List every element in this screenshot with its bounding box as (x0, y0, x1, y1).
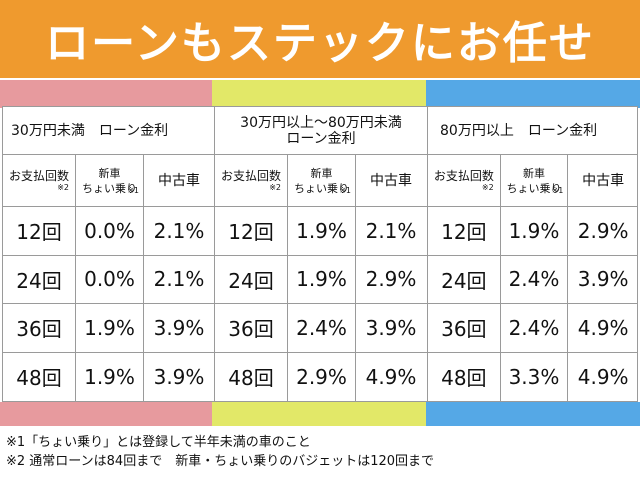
table-row: 48回 1.9% 3.9% (3, 352, 214, 401)
col-label: 新車 ちょい乗り (506, 166, 562, 195)
col-note: ※2 (269, 182, 281, 192)
cell-count: 48回 (441, 366, 487, 391)
col-note: ※1 (551, 186, 564, 195)
cell-new-rate: 1.9% (75, 304, 143, 352)
rate-group-30-to-80: 30万円以上～80万円未満 ローン金利 お支払回数 ※2 新車 ちょい乗り ※1… (214, 107, 427, 401)
col-payment-count: お支払回数 ※2 (428, 155, 500, 206)
col-used-car: 中古車 (355, 155, 426, 206)
footnote-2: ※2 通常ローンは84回まで 新車・ちょい乗りのバジェットは120回まで (6, 454, 435, 469)
col-note: ※1 (339, 186, 351, 195)
cell-count: 12回 (228, 220, 274, 245)
cell-count: 24回 (441, 268, 487, 293)
cell-used-rate: 3.9% (567, 255, 638, 303)
col-label: お支払回数 (8, 168, 69, 183)
table-row: 36回 1.9% 3.9% (3, 304, 214, 353)
cell-count: 36回 (228, 317, 274, 342)
col-note: ※1 (127, 186, 139, 195)
cell-used-rate: 3.9% (143, 352, 214, 401)
cell-used-rate: 4.9% (355, 352, 426, 401)
table-row: 48回 3.3% 4.9% (428, 352, 638, 401)
cell-used-rate: 2.1% (143, 207, 214, 255)
cell-count: 48回 (16, 366, 62, 391)
cell-used-rate: 4.9% (567, 304, 638, 352)
group2-top-stripe (212, 80, 426, 108)
cell-new-rate: 1.9% (75, 352, 143, 401)
rate-rows: 12回 1.9% 2.1% 24回 1.9% 2.9% 36回 2.4% 3.9… (215, 207, 427, 401)
col-new-car: 新車 ちょい乗り ※1 (499, 155, 568, 206)
group1-top-stripe (0, 80, 212, 108)
footnotes: ※1「ちょい乗り」とは登録して半年未満の車のこと ※2 通常ローンは84回まで … (6, 433, 636, 471)
rate-group-80-plus: 80万円以上 ローン金利 お支払回数 ※2 新車 ちょい乗り ※1 中古車 12… (427, 107, 638, 401)
cell-new-rate: 2.9% (287, 352, 355, 401)
col-used-car: 中古車 (143, 155, 214, 206)
col-label: お支払回数 (220, 168, 281, 183)
column-headers: お支払回数 ※2 新車 ちょい乗り ※1 中古車 (3, 155, 214, 207)
group2-bottom-stripe (212, 402, 426, 426)
cell-count: 24回 (16, 268, 62, 293)
table-row: 12回 1.9% 2.1% (215, 207, 427, 256)
cell-new-rate: 1.9% (287, 255, 355, 303)
cell-count: 36回 (16, 317, 62, 342)
col-label: 新車 ちょい乗り (294, 166, 349, 195)
footnote-1: ※1「ちょい乗り」とは登録して半年未満の車のこと (6, 435, 311, 450)
col-note: ※2 (481, 182, 494, 192)
cell-new-rate: 0.0% (75, 207, 143, 255)
table-row: 36回 2.4% 4.9% (428, 304, 638, 353)
table-row: 48回 2.9% 4.9% (215, 352, 427, 401)
group3-top-stripe (426, 80, 640, 108)
cell-used-rate: 3.9% (355, 304, 426, 352)
title-banner: ローンもステックにお任せ (0, 0, 640, 78)
col-note: ※2 (57, 182, 69, 192)
cell-new-rate: 0.0% (75, 255, 143, 303)
cell-used-rate: 2.1% (143, 255, 214, 303)
col-new-car: 新車 ちょい乗り ※1 (287, 155, 355, 206)
cell-new-rate: 2.4% (499, 255, 568, 303)
cell-count: 36回 (441, 317, 487, 342)
cell-new-rate: 1.9% (499, 207, 568, 255)
column-headers: お支払回数 ※2 新車 ちょい乗り ※1 中古車 (428, 155, 638, 207)
col-payment-count: お支払回数 ※2 (3, 155, 75, 206)
col-label: 中古車 (158, 172, 200, 189)
cell-count: 24回 (228, 268, 274, 293)
col-label: 新車 ちょい乗り (82, 166, 137, 195)
cell-count: 48回 (228, 366, 274, 391)
rate-rows: 12回 0.0% 2.1% 24回 0.0% 2.1% 36回 1.9% 3.9… (3, 207, 214, 401)
col-label: お支払回数 (433, 168, 494, 183)
col-payment-count: お支払回数 ※2 (215, 155, 287, 206)
col-new-car: 新車 ちょい乗り ※1 (75, 155, 143, 206)
group3-bottom-stripe (426, 402, 640, 426)
table-row: 24回 0.0% 2.1% (3, 255, 214, 304)
col-label: 中古車 (582, 172, 625, 189)
cell-used-rate: 4.9% (567, 352, 638, 401)
cell-new-rate: 2.4% (499, 304, 568, 352)
banner-title: ローンもステックにお任せ (45, 18, 595, 69)
table-row: 12回 0.0% 2.1% (3, 207, 214, 256)
rate-group-under-30: 30万円未満 ローン金利 お支払回数 ※2 新車 ちょい乗り ※1 中古車 12… (3, 107, 214, 401)
cell-new-rate: 3.3% (499, 352, 568, 401)
table-row: 24回 2.4% 3.9% (428, 255, 638, 304)
group-header: 30万円未満 ローン金利 (3, 107, 214, 155)
cell-used-rate: 2.9% (355, 255, 426, 303)
cell-used-rate: 2.9% (567, 207, 638, 255)
table-row: 36回 2.4% 3.9% (215, 304, 427, 353)
cell-used-rate: 2.1% (355, 207, 426, 255)
table-row: 24回 1.9% 2.9% (215, 255, 427, 304)
group1-bottom-stripe (0, 402, 212, 426)
col-label: 中古車 (370, 172, 412, 189)
group-header: 80万円以上 ローン金利 (428, 107, 638, 155)
col-used-car: 中古車 (567, 155, 638, 206)
cell-count: 12回 (16, 220, 62, 245)
cell-used-rate: 3.9% (143, 304, 214, 352)
rate-rows: 12回 1.9% 2.9% 24回 2.4% 3.9% 36回 2.4% 4.9… (428, 207, 638, 401)
rate-table: 30万円未満 ローン金利 お支払回数 ※2 新車 ちょい乗り ※1 中古車 12… (2, 106, 638, 402)
column-headers: お支払回数 ※2 新車 ちょい乗り ※1 中古車 (215, 155, 427, 207)
cell-new-rate: 2.4% (287, 304, 355, 352)
cell-new-rate: 1.9% (287, 207, 355, 255)
table-row: 12回 1.9% 2.9% (428, 207, 638, 256)
cell-count: 12回 (441, 220, 487, 245)
group-header: 30万円以上～80万円未満 ローン金利 (215, 107, 427, 155)
